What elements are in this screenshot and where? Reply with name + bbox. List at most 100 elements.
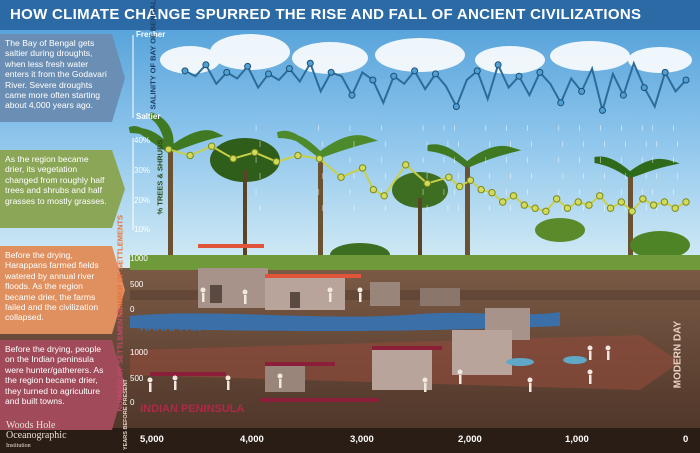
salinity-point bbox=[599, 106, 606, 114]
panel-salinity: The Bay of Bengal gets saltier during dr… bbox=[0, 34, 125, 122]
panel-harappan: Before the drying, Harappans farmed fiel… bbox=[0, 246, 125, 334]
peninsula-tick-1000: 1000 bbox=[130, 348, 148, 357]
veg-point bbox=[272, 158, 281, 166]
veg-point bbox=[682, 198, 690, 206]
harappan-label: HARAPPAN bbox=[140, 322, 202, 334]
veg-point bbox=[509, 192, 518, 200]
clouds bbox=[160, 34, 692, 74]
salinity-point bbox=[223, 68, 231, 76]
harappan-tick-0: 0 bbox=[130, 305, 135, 314]
salinity-point bbox=[494, 61, 502, 69]
panel-vegetation: As the region became drier, its vegetati… bbox=[0, 150, 125, 228]
veg-point bbox=[552, 195, 561, 203]
time-tick-4000: 4,000 bbox=[240, 434, 264, 445]
time-tick-1000: 1,000 bbox=[565, 434, 589, 445]
salinity-point bbox=[661, 68, 669, 76]
salinity-point bbox=[181, 67, 189, 75]
veg-point bbox=[423, 179, 431, 188]
salinity-point bbox=[327, 68, 335, 76]
veg-point bbox=[477, 185, 485, 194]
veg-point bbox=[337, 173, 345, 181]
logo-line3: Institution bbox=[6, 443, 31, 449]
logo-line2: Oceanographic bbox=[6, 430, 67, 441]
salinity-axis-title: SALINITY OF BAY OF BENGAL bbox=[148, 0, 158, 110]
harappan-tick-500: 500 bbox=[130, 280, 144, 289]
people-figures bbox=[147, 287, 611, 392]
veg-point bbox=[294, 151, 302, 160]
page-title: HOW CLIMATE CHANGE SPURRED THE RISE AND … bbox=[10, 6, 642, 23]
salinity-point bbox=[536, 68, 544, 76]
veg-point bbox=[380, 192, 388, 200]
veg-point bbox=[358, 164, 367, 172]
vegetation-trees bbox=[128, 112, 700, 270]
salinity-point bbox=[515, 72, 523, 80]
salinity-point bbox=[265, 70, 272, 78]
peninsula-tick-0: 0 bbox=[130, 398, 135, 407]
veg-point bbox=[596, 192, 604, 200]
veg-point bbox=[186, 151, 194, 160]
veg-point bbox=[628, 207, 636, 216]
veg-point bbox=[639, 195, 647, 203]
veg-point bbox=[455, 182, 464, 191]
veg-point bbox=[499, 198, 507, 206]
veg-point bbox=[585, 201, 593, 209]
rain-drops bbox=[255, 125, 678, 211]
veg-point bbox=[606, 204, 615, 212]
veg-point bbox=[207, 142, 216, 150]
vegetation-line bbox=[164, 142, 690, 216]
veg-tick-30: 30% bbox=[134, 166, 151, 175]
veg-point bbox=[671, 204, 679, 212]
salinity-point bbox=[557, 99, 565, 107]
veg-point bbox=[617, 198, 626, 206]
title-bar bbox=[0, 0, 700, 30]
time-axis-bar bbox=[0, 428, 700, 453]
salinity-point bbox=[202, 61, 210, 69]
salinity-point bbox=[390, 72, 398, 80]
time-tick-0: 0 bbox=[683, 434, 689, 445]
veg-axis-title: % TREES & SHRUBS bbox=[155, 139, 165, 215]
veg-point bbox=[574, 198, 582, 206]
modern-day-label: MODERN DAY bbox=[672, 320, 684, 389]
veg-point bbox=[164, 145, 173, 154]
veg-point bbox=[402, 161, 410, 169]
salinity-point bbox=[369, 76, 377, 84]
logo: Woods Hole Oceanographic Institution bbox=[6, 421, 67, 451]
veg-point bbox=[369, 185, 378, 194]
salinity-top-label: Fresher bbox=[136, 30, 166, 39]
veg-tick-10: 10% bbox=[134, 225, 151, 234]
time-tick-3000: 3,000 bbox=[350, 434, 374, 445]
veg-point bbox=[315, 154, 324, 163]
time-axis-title: YEARS BEFORE PRESENT bbox=[123, 379, 129, 450]
salinity-point bbox=[682, 76, 690, 84]
salinity-bottom-label: Saltier bbox=[136, 112, 161, 121]
salinity-point bbox=[244, 62, 252, 70]
harappan-tick-1000: 1000 bbox=[130, 254, 148, 263]
veg-point bbox=[542, 207, 550, 216]
time-tick-2000: 2,000 bbox=[458, 434, 482, 445]
veg-tick-40: 40% bbox=[134, 136, 151, 145]
salinity-point bbox=[473, 67, 481, 75]
peninsula-label: INDIAN PENINSULA bbox=[140, 403, 245, 415]
salinity-point bbox=[640, 84, 648, 92]
salinity-point bbox=[452, 103, 460, 111]
panel-peninsula: Before the drying, people on the Indian … bbox=[0, 340, 125, 430]
veg-point bbox=[649, 201, 658, 209]
salinity-point bbox=[411, 67, 419, 75]
salinity-point bbox=[285, 65, 293, 73]
veg-point bbox=[531, 204, 539, 212]
veg-point bbox=[445, 173, 453, 181]
salinity-point bbox=[578, 87, 586, 95]
salinity-point bbox=[306, 59, 314, 67]
settlements-peninsula bbox=[150, 308, 587, 402]
settlements-harappan bbox=[198, 244, 460, 310]
veg-point bbox=[466, 176, 475, 185]
peninsula-tick-500: 500 bbox=[130, 374, 144, 383]
veg-tick-20: 20% bbox=[134, 196, 151, 205]
veg-point bbox=[251, 148, 259, 157]
salinity-line bbox=[181, 59, 690, 115]
veg-point bbox=[520, 201, 528, 209]
salinity-point bbox=[348, 91, 356, 99]
time-tick-5000: 5,000 bbox=[140, 434, 164, 445]
salinity-point bbox=[432, 70, 439, 78]
